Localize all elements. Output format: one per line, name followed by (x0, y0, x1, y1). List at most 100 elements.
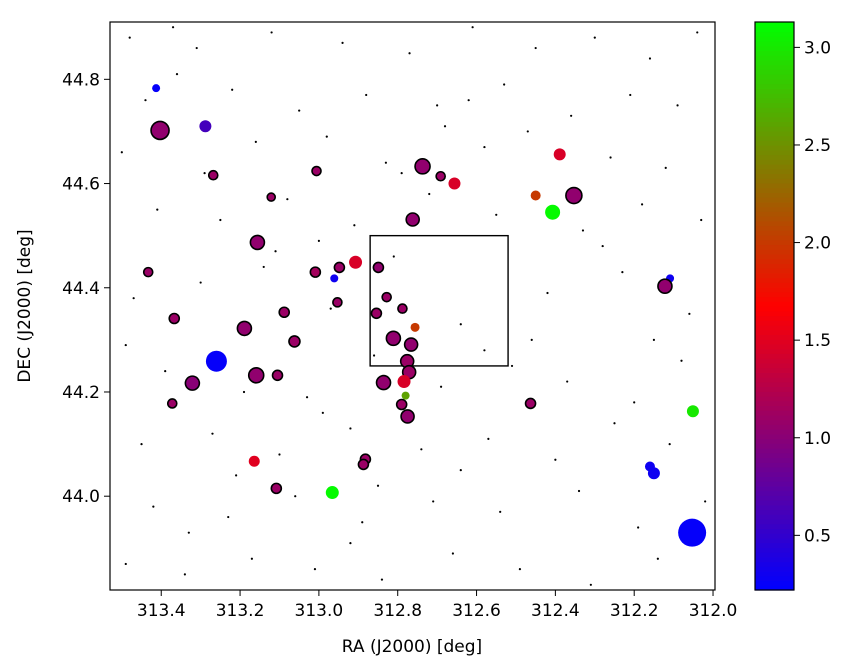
background-star (471, 26, 474, 29)
background-star (298, 109, 301, 112)
background-star (144, 99, 147, 102)
source-point (647, 467, 660, 480)
colorbar-segment (755, 395, 794, 402)
colorbar-segment (755, 429, 794, 435)
colorbar-segment (755, 509, 794, 515)
colorbar-segment (755, 320, 794, 326)
colorbar-segment (755, 239, 794, 246)
y-tick-label: 44.2 (62, 383, 100, 403)
colorbar-segment (755, 542, 794, 548)
source-point (403, 337, 419, 352)
source-point (395, 398, 408, 411)
source-point (405, 212, 420, 227)
background-star (629, 93, 632, 97)
background-star (380, 578, 384, 581)
colorbar-segment (755, 107, 794, 113)
background-star (443, 125, 447, 128)
background-star (183, 573, 186, 576)
colorbar-segment (755, 45, 794, 51)
background-star (420, 448, 423, 451)
colorbar-tick-label: 1.5 (804, 331, 831, 351)
background-star (700, 218, 703, 222)
colorbar-segment (755, 386, 794, 392)
colorbar-segment (755, 97, 794, 104)
colorbar-segment (755, 102, 794, 108)
y-axis-label: DEC (J2000) [deg] (15, 229, 35, 382)
colorbar-segment (755, 457, 794, 463)
colorbar-segment (755, 258, 794, 264)
background-star (365, 93, 368, 97)
colorbar-segment (755, 306, 794, 312)
background-star (219, 218, 222, 222)
source-point (311, 165, 322, 177)
background-star (664, 166, 667, 170)
colorbar-segment (755, 533, 794, 539)
background-star (530, 338, 533, 341)
colorbar-segment (755, 88, 794, 94)
colorbar-segment (755, 448, 794, 454)
colorbar-segment (755, 31, 794, 37)
colorbar-segment (755, 438, 794, 444)
colorbar-segment (755, 168, 794, 175)
background-star (503, 83, 506, 86)
colorbar-segment (755, 339, 794, 345)
colorbar-segment (755, 93, 794, 99)
colorbar-tick-label: 2.0 (804, 234, 831, 254)
background-star (483, 145, 486, 149)
source-point (678, 518, 707, 547)
colorbar-segment (755, 130, 794, 137)
source-point (236, 320, 253, 337)
colorbar-segment (755, 149, 794, 156)
source-point (524, 397, 537, 410)
source-point (545, 204, 561, 220)
colorbar-segment (755, 410, 794, 416)
colorbar-segment (755, 310, 794, 317)
colorbar-tick-label: 2.5 (804, 136, 831, 156)
background-star (546, 291, 549, 295)
background-star (408, 52, 411, 55)
source-point (414, 158, 431, 175)
background-star (570, 114, 573, 117)
colorbar-segment (755, 343, 794, 350)
colorbar-segment (755, 301, 794, 307)
colorbar-segment (755, 571, 794, 577)
colorbar-segment (755, 69, 794, 75)
source-point (397, 375, 411, 389)
background-star (211, 432, 214, 435)
source-point (247, 367, 265, 384)
background-star (270, 31, 273, 34)
background-star (278, 453, 281, 456)
background-star (128, 36, 131, 39)
colorbar-segment (755, 466, 794, 473)
colorbar-segment (755, 556, 794, 563)
colorbar-segment (755, 263, 794, 269)
colorbar-segment (755, 282, 794, 288)
source-point (207, 169, 219, 181)
colorbar-segment (755, 225, 794, 231)
background-star (554, 458, 557, 461)
background-star (526, 130, 529, 133)
colorbar-segment (755, 353, 794, 359)
source-point (150, 120, 170, 141)
colorbar-segment (755, 135, 794, 141)
background-star (349, 427, 352, 430)
x-tick-label: 312.4 (531, 601, 580, 621)
background-star (668, 442, 671, 446)
background-star (376, 484, 380, 487)
background-star (518, 568, 522, 571)
colorbar-segment (755, 381, 794, 388)
y-tick-label: 44.4 (62, 279, 100, 299)
colorbar-segment (755, 64, 794, 70)
background-star (680, 359, 683, 362)
background-star (353, 224, 356, 227)
background-star (164, 370, 167, 373)
x-tick-label: 312.8 (373, 601, 422, 621)
background-star (428, 192, 431, 196)
source-point (686, 405, 699, 418)
source-point (184, 375, 201, 391)
colorbar-segment (755, 500, 794, 506)
colorbar-segment (755, 201, 794, 208)
background-star (195, 46, 198, 50)
colorbar-segment (755, 244, 794, 250)
